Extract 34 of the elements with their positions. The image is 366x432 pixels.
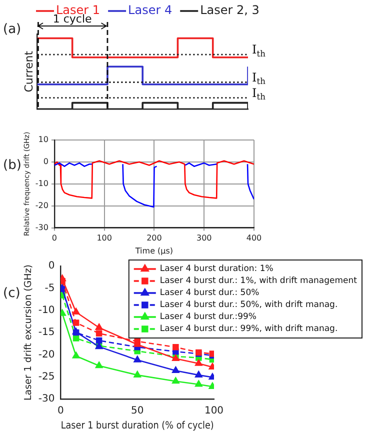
y-tick-label: 10 [38,135,48,144]
y-tick-label: -10 [38,304,55,316]
legend-label: Laser 4 burst dur.: 1%, with drift management [160,276,358,286]
x-axis-title: Laser 1 burst duration (% of cycle) [60,420,214,432]
y-tick-label: -30 [35,222,48,232]
chart-title: (a) [3,22,22,37]
legend-label: Laser 4 [128,3,172,18]
x-tick-label: 50 [131,406,144,417]
y-tick-label: -20 [35,200,48,210]
legend-label: Laser 4 burst duration: 1% [160,264,274,274]
y-tick-label: 0 [48,260,55,272]
y-tick-label: 0 [43,157,48,166]
text: (b) [3,158,22,173]
x-tick-label: 100 [96,234,112,243]
legend-label: Laser 4 burst dur.:99% [160,312,257,322]
y-tick-label: -25 [38,371,55,382]
x-tick-label: 0 [58,406,64,417]
x-tick-label: 100 [204,406,224,417]
legend-label: Laser 4 burst dur.: 50%, with drift manag. [160,300,338,310]
y-tick-label: -10 [35,178,48,188]
x-tick-label: 300 [196,234,212,243]
y-axis-title: Current [22,50,36,92]
y-axis-title: Laser 1 drift excursion (GHz) [23,264,34,401]
y-tick-label: -20 [38,349,55,360]
text: (c) [3,286,20,301]
y-tick-label: -30 [38,394,55,405]
legend-label: Laser 4 burst dur.: 50% [160,288,260,298]
x-axis-title: Time (µs) [134,246,174,256]
legend-label: Laser 2, 3 [200,3,260,18]
legend-label: Laser 4 burst dur.: 99%, with drift manag. [160,324,338,334]
x-tick-label: 400 [246,234,262,243]
y-tick-label: -15 [38,327,55,338]
y-tick-label: -5 [44,282,55,294]
x-tick-label: 200 [146,234,162,243]
